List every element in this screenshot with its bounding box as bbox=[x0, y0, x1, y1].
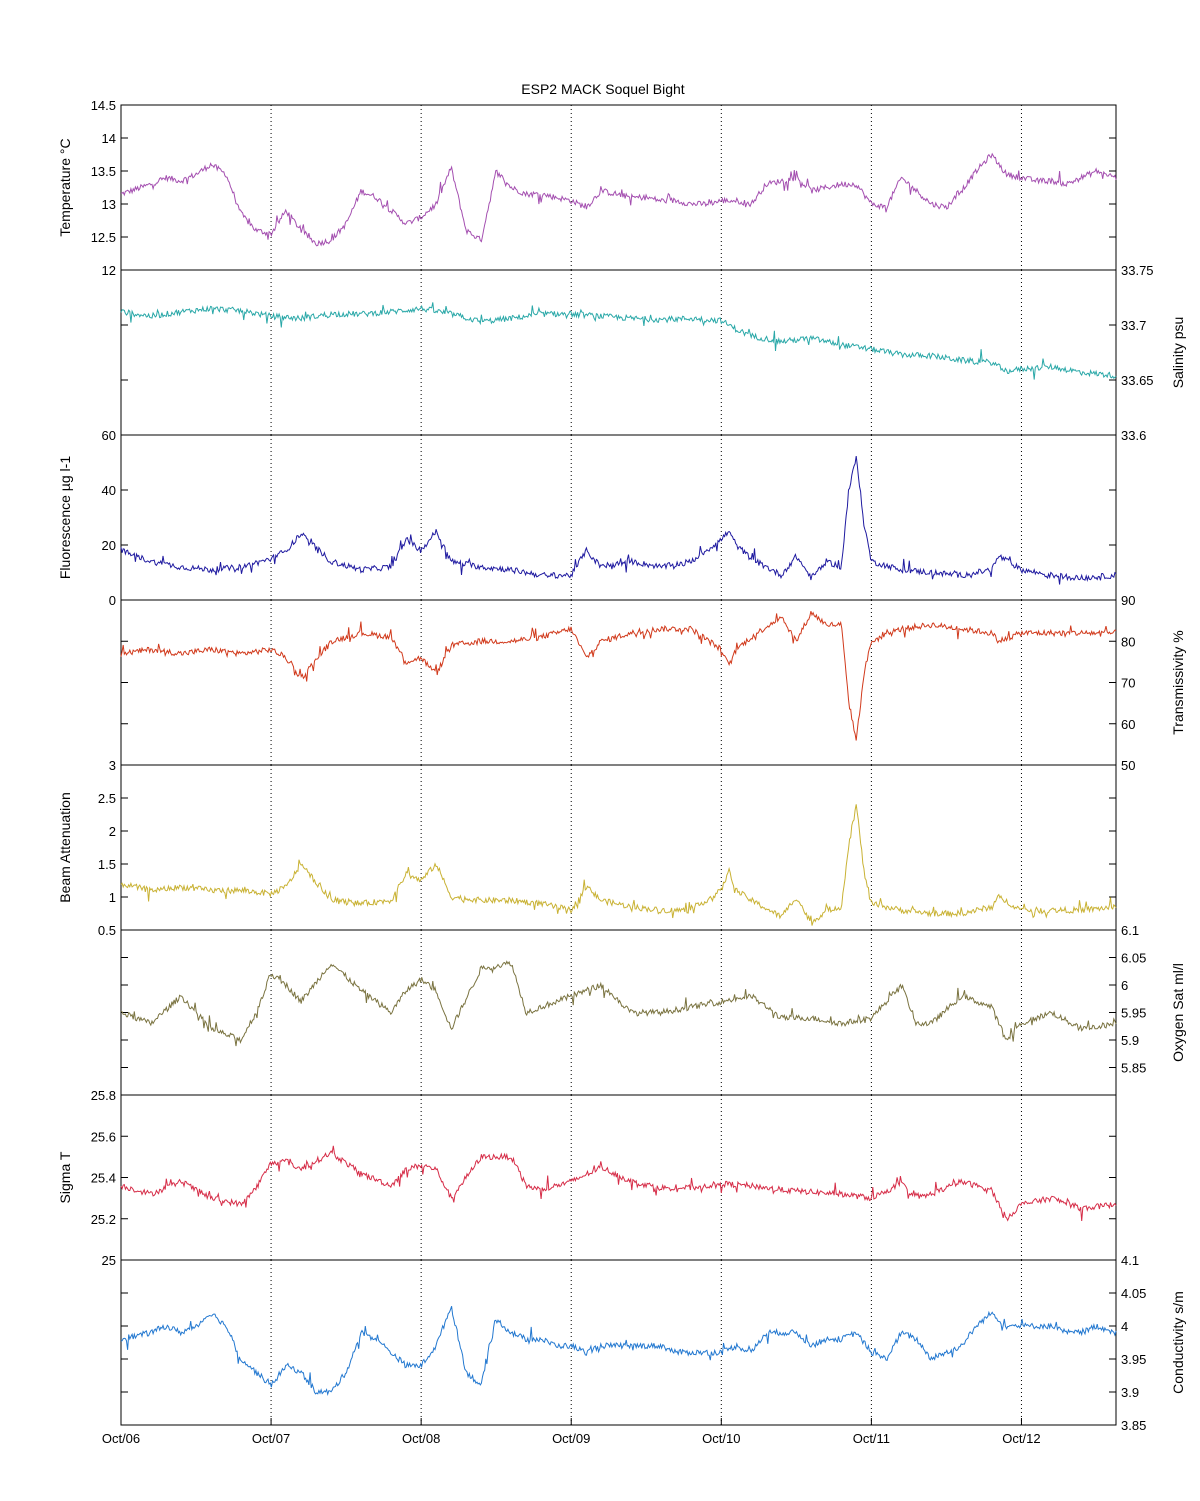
y-tick-label: 6.1 bbox=[1121, 923, 1139, 938]
y-tick-label: 25.8 bbox=[91, 1088, 116, 1103]
y-tick-label: 14.5 bbox=[91, 98, 116, 113]
y-tick-label: 25.4 bbox=[91, 1171, 116, 1186]
series-line bbox=[120, 456, 1117, 585]
y-tick-label: 5.85 bbox=[1121, 1061, 1146, 1076]
y-tick-label: 14 bbox=[102, 131, 116, 146]
y-tick-label: 33.7 bbox=[1121, 318, 1146, 333]
y-axis-label: Beam Attenuation bbox=[57, 792, 73, 903]
y-tick-label: 25.6 bbox=[91, 1129, 116, 1144]
series-line bbox=[120, 611, 1117, 741]
y-tick-label: 25 bbox=[102, 1253, 116, 1268]
y-tick-label: 4.1 bbox=[1121, 1253, 1139, 1268]
y-tick-label: 6 bbox=[1121, 978, 1128, 993]
y-tick-label: 0.5 bbox=[98, 923, 116, 938]
y-tick-label: 2 bbox=[109, 824, 116, 839]
y-axis-label: Fluorescence µg l-1 bbox=[57, 456, 73, 579]
y-axis-label: Sigma T bbox=[57, 1151, 73, 1203]
panel-7: 25 25.2 25.4 25.6 25.8 Sigma T bbox=[57, 1088, 1117, 1268]
y-axis-label: Oxygen Sat ml/l bbox=[1170, 963, 1186, 1062]
y-tick-label: 3.85 bbox=[1121, 1418, 1146, 1433]
y-tick-label: 13 bbox=[102, 197, 116, 212]
y-tick-label: 33.75 bbox=[1121, 263, 1154, 278]
y-tick-label: 60 bbox=[1121, 717, 1135, 732]
y-tick-label: 6.05 bbox=[1121, 951, 1146, 966]
panel-frame bbox=[120, 1259, 1117, 1426]
y-tick-label: 12 bbox=[102, 263, 116, 278]
y-tick-label: 70 bbox=[1121, 676, 1135, 691]
y-tick-label: 13.5 bbox=[91, 164, 116, 179]
series-line bbox=[120, 804, 1117, 926]
y-tick-label: 1.5 bbox=[98, 857, 116, 872]
x-tick-label: Oct/12 bbox=[1002, 1431, 1040, 1446]
x-tick-label: Oct/07 bbox=[252, 1431, 290, 1446]
y-axis-label: Salinity psu bbox=[1170, 317, 1186, 389]
figure-title: ESP2 MACK Soquel Bight bbox=[521, 81, 685, 97]
y-tick-label: 3.95 bbox=[1121, 1352, 1146, 1367]
y-tick-label: 5.95 bbox=[1121, 1006, 1146, 1021]
panel-2: 33.6 33.65 33.7 33.75 Salinity psu bbox=[120, 263, 1186, 443]
y-axis-label: Transmissivity % bbox=[1170, 630, 1186, 735]
y-tick-label: 3.9 bbox=[1121, 1385, 1139, 1400]
y-tick-label: 90 bbox=[1121, 593, 1135, 608]
series-line bbox=[120, 960, 1117, 1047]
y-tick-label: 40 bbox=[102, 483, 116, 498]
y-tick-label: 5.9 bbox=[1121, 1033, 1139, 1048]
y-tick-label: 4 bbox=[1121, 1319, 1128, 1334]
y-tick-label: 50 bbox=[1121, 758, 1135, 773]
y-tick-label: 33.6 bbox=[1121, 428, 1146, 443]
x-tick-label: Oct/10 bbox=[702, 1431, 740, 1446]
y-tick-label: 25.2 bbox=[91, 1212, 116, 1227]
y-tick-label: 4.05 bbox=[1121, 1286, 1146, 1301]
x-tick-label: Oct/08 bbox=[402, 1431, 440, 1446]
y-tick-label: 12.5 bbox=[91, 230, 116, 245]
x-tick-label: Oct/06 bbox=[102, 1431, 140, 1446]
series-line bbox=[120, 1306, 1117, 1397]
y-tick-label: 0 bbox=[109, 593, 116, 608]
y-tick-label: 20 bbox=[102, 538, 116, 553]
series-line bbox=[120, 1145, 1117, 1222]
series-line bbox=[120, 152, 1117, 247]
y-tick-label: 60 bbox=[102, 428, 116, 443]
x-tick-label: Oct/09 bbox=[552, 1431, 590, 1446]
x-axis: Oct/06 Oct/07 Oct/08 Oct/09 Oct/10 Oct/11 Oct/… bbox=[102, 1418, 1041, 1446]
y-tick-label: 80 bbox=[1121, 634, 1135, 649]
y-tick-label: 1 bbox=[109, 890, 116, 905]
series-line bbox=[120, 302, 1117, 380]
y-tick-label: 3 bbox=[109, 758, 116, 773]
panel-8: 3.85 3.9 3.95 4 4.05 4.1 Conductivity s/m bbox=[120, 1253, 1186, 1433]
panel-5: 0.5 1 1.5 2 2.5 3 Beam Attenuation bbox=[57, 758, 1117, 938]
x-tick-label: Oct/11 bbox=[853, 1431, 890, 1446]
y-axis-label: Temperature °C bbox=[57, 138, 73, 236]
y-tick-label: 33.65 bbox=[1121, 373, 1154, 388]
y-axis-label: Conductivity s/m bbox=[1170, 1291, 1186, 1394]
y-tick-label: 2.5 bbox=[98, 791, 116, 806]
